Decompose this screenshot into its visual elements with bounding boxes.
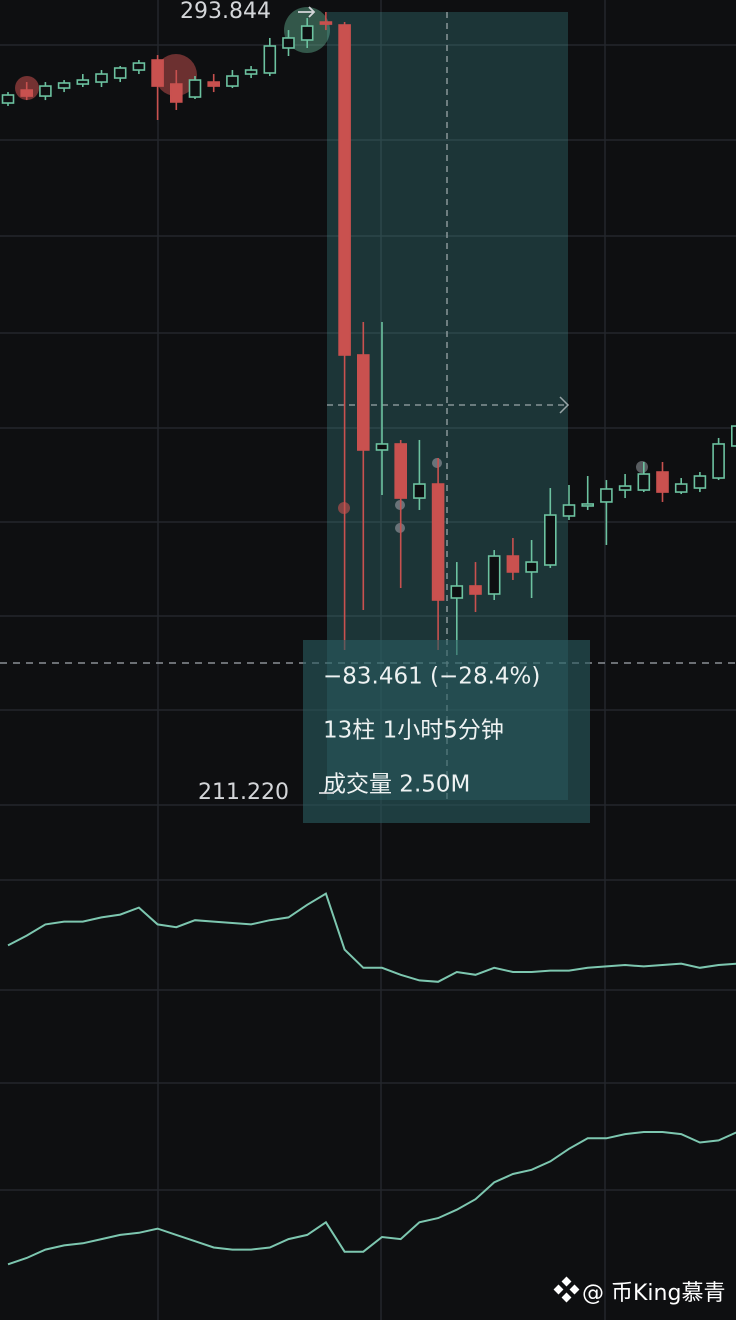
measure-volume: 成交量 2.50M [323,772,470,798]
candle-body [600,488,613,503]
watermark: @ 币King慕青 [582,1281,725,1306]
indicators [7,892,736,1266]
candle-body [132,62,146,71]
candle-body [562,504,576,517]
measure-bars: 13柱 1小时5分钟 [323,718,504,744]
candle-body [356,354,370,451]
candles [1,12,736,656]
candle-body [394,443,408,499]
candle-body [674,483,688,493]
measure-label-box [303,640,590,823]
candle-body [450,585,464,599]
candle-body [170,83,183,103]
measure-high-arrow [298,6,316,18]
candle-body [113,67,127,79]
candle-body [469,585,482,595]
measure-change: −83.461 (−28.4%) [323,664,540,690]
measure-high-label: 293.844 [180,0,271,24]
candle-body [730,425,736,447]
candle-body [319,21,333,25]
watermark-logo [553,1276,580,1303]
candle-body [656,471,669,493]
candle-body [263,45,277,74]
candle-body [413,483,426,499]
candle-body [693,475,707,489]
candle-body [618,485,632,491]
candle-body [581,503,595,507]
indicator-line [7,1131,736,1266]
candle-body [543,514,557,566]
marker [432,458,442,468]
candle-body [338,24,351,356]
marker [636,461,648,473]
candle-body [207,81,220,87]
candle-body [76,79,90,85]
candle-body [95,73,108,83]
candle-body [39,85,52,97]
indicator-line [7,892,736,983]
measure-arrow [559,396,570,414]
candle-body [506,555,520,573]
candle-body [375,443,389,451]
candle-body [637,473,651,491]
candle-body [188,79,202,98]
candle-body [282,37,295,49]
candle-body [431,483,445,601]
candle-body [20,89,34,97]
candle-body [151,59,164,87]
candle-body [57,82,71,89]
candle-body [244,69,258,75]
candle-body [1,94,15,104]
candle-body [712,443,725,479]
candle-body [226,75,239,87]
candle-body [487,555,501,595]
measure-low-label: 211.220 [198,780,289,805]
candle-body [525,561,538,573]
candle-body [300,25,314,41]
